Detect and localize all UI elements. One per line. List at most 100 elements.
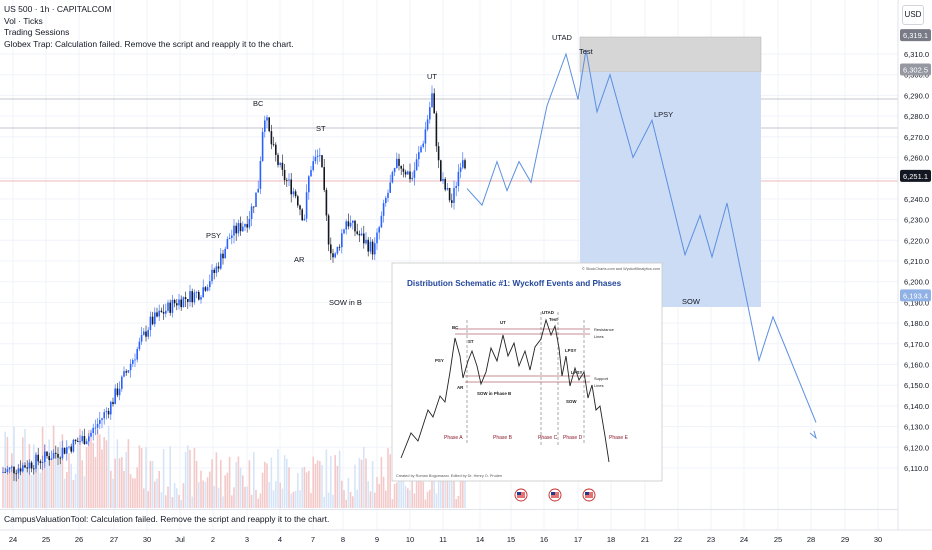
label-psy: PSY bbox=[206, 231, 221, 240]
time-tick-label: 8 bbox=[341, 535, 345, 544]
chart-legend[interactable]: US 500 · 1h · CAPITALCOM Vol · Ticks Tra… bbox=[4, 4, 294, 50]
svg-text:6,193.4: 6,193.4 bbox=[903, 291, 928, 300]
schem-utad: UTAD bbox=[542, 310, 554, 315]
time-tick-label: 22 bbox=[674, 535, 682, 544]
price-tick-label: 6,230.0 bbox=[904, 216, 929, 225]
us-flag-icon bbox=[582, 488, 596, 502]
indicator-pane-legend[interactable]: CampusValuationTool: Calculation failed.… bbox=[4, 514, 330, 524]
price-tick-label: 6,120.0 bbox=[904, 443, 929, 452]
time-tick-label: 23 bbox=[707, 535, 715, 544]
time-tick-label: 30 bbox=[143, 535, 151, 544]
time-tick-label: 11 bbox=[439, 535, 447, 544]
price-badge: 6,193.4 bbox=[900, 289, 931, 302]
time-tick-label: 28 bbox=[807, 535, 815, 544]
time-tick-label: 9 bbox=[375, 535, 379, 544]
schem-resistance: Resistance bbox=[594, 327, 615, 332]
schematic-credit-bottom: Created by Roman Bogomazov. Edited by Dr… bbox=[396, 474, 502, 478]
wyckoff-labels: PSY BC AR ST SOW in B UT UTAD Test LPSY … bbox=[206, 33, 701, 307]
price-tick-label: 6,260.0 bbox=[904, 154, 929, 163]
schem-lpsy-2: LPSY bbox=[571, 370, 583, 375]
time-tick-label: 29 bbox=[841, 535, 849, 544]
sessions-legend[interactable]: Trading Sessions bbox=[4, 27, 70, 37]
price-tick-label: 6,220.0 bbox=[904, 236, 929, 245]
schem-phase-a: Phase A bbox=[444, 435, 463, 441]
time-tick-label: 30 bbox=[874, 535, 882, 544]
label-lpsy: LPSY bbox=[654, 110, 673, 119]
price-tick-label: 6,280.0 bbox=[904, 112, 929, 121]
time-tick-label: 15 bbox=[507, 535, 515, 544]
us-flag-icon bbox=[548, 488, 562, 502]
label-ar: AR bbox=[294, 255, 305, 264]
label-utad: UTAD bbox=[552, 33, 572, 42]
price-axis[interactable]: 6,310.06,300.06,290.06,280.06,270.06,260… bbox=[897, 0, 932, 530]
schematic-title: Distribution Schematic #1: Wyckoff Event… bbox=[407, 279, 622, 288]
schem-phase-d: Phase D bbox=[563, 435, 583, 441]
price-tick-label: 6,270.0 bbox=[904, 133, 929, 142]
time-tick-label: 24 bbox=[740, 535, 748, 544]
label-test: Test bbox=[579, 47, 594, 56]
price-tick-label: 6,170.0 bbox=[904, 340, 929, 349]
price-tick-label: 6,160.0 bbox=[904, 361, 929, 370]
price-tick-label: 6,150.0 bbox=[904, 381, 929, 390]
schem-phase-e: Phase E bbox=[609, 435, 629, 441]
time-tick-label: 21 bbox=[641, 535, 649, 544]
schem-sow: SOW bbox=[566, 399, 577, 404]
schem-support: Support bbox=[594, 376, 609, 381]
time-tick-label: 25 bbox=[774, 535, 782, 544]
time-tick-label: 10 bbox=[406, 535, 414, 544]
schem-st: ST bbox=[468, 339, 474, 344]
svg-text:6,319.1: 6,319.1 bbox=[903, 31, 928, 40]
price-tick-label: 6,180.0 bbox=[904, 319, 929, 328]
globex-legend[interactable]: Globex Trap: Calculation failed. Remove … bbox=[4, 38, 294, 49]
time-tick-label: 25 bbox=[42, 535, 50, 544]
time-tick-label: Jul bbox=[175, 535, 185, 544]
svg-text:6,251.1: 6,251.1 bbox=[903, 172, 928, 181]
price-candles bbox=[2, 85, 466, 482]
price-tick-label: 6,190.0 bbox=[904, 298, 929, 307]
label-sow-in-b: SOW in B bbox=[329, 298, 362, 307]
projection-path[interactable] bbox=[466, 49, 817, 440]
schem-test: Test bbox=[549, 317, 558, 322]
price-tick-label: 6,140.0 bbox=[904, 402, 929, 411]
symbol-legend[interactable]: US 500 · 1h · CAPITALCOM bbox=[4, 4, 112, 14]
time-axis[interactable]: 24 25 26 27 30 Jul 2 3 4 7 8 9 10 11 14 15 16 17 18 21 22 23 2… bbox=[0, 529, 932, 544]
schem-ar: AR bbox=[457, 385, 464, 390]
time-tick-label: 3 bbox=[245, 535, 249, 544]
us-flag-icon bbox=[514, 488, 528, 502]
label-st: ST bbox=[316, 124, 326, 133]
currency-button[interactable]: USD bbox=[902, 5, 924, 25]
label-ut: UT bbox=[427, 72, 437, 81]
pane-separator[interactable] bbox=[0, 509, 898, 510]
time-tick-label: 14 bbox=[476, 535, 484, 544]
label-bc: BC bbox=[253, 99, 264, 108]
price-badge: 6,302.5 bbox=[900, 63, 931, 76]
schem-bc: BC bbox=[452, 325, 459, 330]
schem-psy: PSY bbox=[435, 358, 444, 363]
schem-sow-b: SOW in Phase B bbox=[477, 391, 511, 396]
price-tick-label: 6,210.0 bbox=[904, 257, 929, 266]
time-tick-label: 4 bbox=[278, 535, 282, 544]
wyckoff-schematic-image: © StockCharts.com and WyckoffAnalytics.c… bbox=[391, 262, 663, 482]
price-tick-label: 6,290.0 bbox=[904, 91, 929, 100]
time-tick-label: 24 bbox=[9, 535, 17, 544]
schem-phase-c: Phase C bbox=[538, 435, 558, 441]
horizontal-lines bbox=[0, 98, 898, 182]
label-sow: SOW bbox=[682, 297, 701, 306]
schem-support-lines: Lines bbox=[594, 383, 604, 388]
price-badge: 6,251.1 bbox=[900, 169, 931, 182]
time-tick-label: 27 bbox=[110, 535, 118, 544]
svg-text:6,302.5: 6,302.5 bbox=[903, 66, 928, 75]
event-flags[interactable] bbox=[514, 488, 596, 502]
supply-zone[interactable] bbox=[579, 36, 762, 73]
time-tick-label: 16 bbox=[540, 535, 548, 544]
time-tick-label: 2 bbox=[211, 535, 215, 544]
volume-histogram bbox=[2, 425, 466, 508]
price-tick-label: 6,200.0 bbox=[904, 278, 929, 287]
volume-legend[interactable]: Vol · Ticks bbox=[4, 15, 43, 26]
time-tick-label: 7 bbox=[311, 535, 315, 544]
price-tick-label: 6,110.0 bbox=[904, 464, 928, 473]
projection-arrowhead bbox=[809, 430, 817, 440]
schematic-credit-top: © StockCharts.com and WyckoffAnalytics.c… bbox=[582, 267, 660, 271]
schem-lpsy-1: LPSY bbox=[565, 348, 577, 353]
